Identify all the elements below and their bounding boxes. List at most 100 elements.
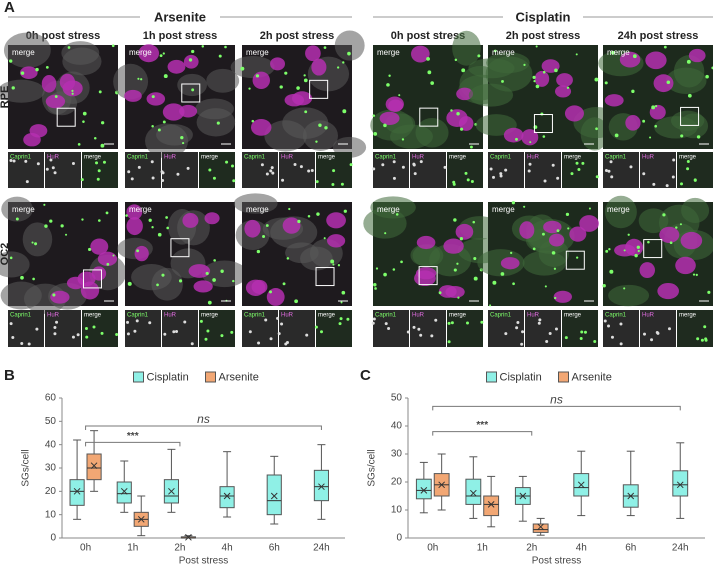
nucleus bbox=[680, 231, 703, 250]
box bbox=[415, 478, 432, 500]
inset-granule bbox=[595, 175, 599, 179]
nucleus bbox=[416, 235, 436, 250]
granule bbox=[400, 260, 403, 264]
granule bbox=[523, 205, 526, 208]
inset-granule bbox=[671, 175, 675, 179]
granule bbox=[106, 262, 110, 266]
granule bbox=[67, 46, 71, 49]
inset-granule bbox=[230, 330, 234, 334]
y-tick-label: 60 bbox=[45, 393, 57, 404]
channel-label: merge bbox=[679, 155, 697, 161]
granule bbox=[623, 287, 626, 290]
granule bbox=[692, 273, 696, 276]
granule bbox=[632, 54, 637, 59]
nucleus bbox=[534, 70, 550, 87]
granule bbox=[510, 251, 513, 255]
granule bbox=[316, 212, 320, 216]
legend-label: Cisplatin bbox=[147, 371, 189, 383]
granule bbox=[565, 212, 570, 216]
column-header: 2h post stress bbox=[260, 30, 335, 42]
granule bbox=[182, 141, 185, 145]
granule bbox=[213, 259, 216, 262]
legend-label: Arsenite bbox=[572, 371, 612, 383]
granule bbox=[11, 86, 15, 90]
granule bbox=[248, 87, 251, 90]
granule bbox=[284, 71, 288, 75]
inset-granule bbox=[406, 330, 410, 334]
cell bbox=[230, 56, 275, 79]
granule bbox=[654, 124, 658, 128]
nucleus bbox=[167, 59, 186, 74]
legend-label: Cisplatin bbox=[500, 371, 542, 383]
granule bbox=[52, 293, 56, 297]
inset-granule bbox=[570, 172, 574, 176]
inset-granule bbox=[551, 163, 555, 167]
column-header: 0h post stress bbox=[391, 30, 466, 42]
inset bbox=[677, 152, 713, 188]
inset-granule bbox=[85, 335, 89, 339]
inset-granule bbox=[27, 342, 31, 346]
inset-granule bbox=[528, 162, 532, 166]
box bbox=[86, 453, 102, 481]
inset-granule bbox=[470, 180, 474, 184]
granule bbox=[523, 63, 526, 67]
granule bbox=[388, 74, 391, 77]
cell bbox=[195, 98, 234, 120]
inset-granule bbox=[100, 331, 104, 335]
nucleus bbox=[188, 264, 211, 278]
nucleus bbox=[266, 288, 285, 306]
inset-granule bbox=[580, 330, 584, 334]
channel-label: Caprin1 bbox=[10, 155, 32, 161]
granule bbox=[542, 135, 546, 138]
granule bbox=[163, 74, 168, 79]
inset-granule bbox=[652, 182, 656, 186]
nucleus bbox=[675, 256, 696, 275]
granule bbox=[269, 290, 272, 294]
granule bbox=[71, 92, 74, 95]
channel-label: merge bbox=[84, 313, 102, 319]
cell bbox=[300, 246, 333, 271]
channel-label: merge bbox=[564, 155, 582, 161]
nucleus bbox=[251, 279, 268, 294]
bracket bbox=[85, 441, 181, 447]
image-label: merge bbox=[12, 205, 35, 214]
bracket bbox=[432, 431, 533, 436]
inset bbox=[603, 310, 639, 347]
granule bbox=[337, 264, 341, 267]
granule bbox=[9, 256, 13, 260]
inset-granule bbox=[603, 319, 607, 323]
group-title: Cisplatin bbox=[516, 9, 571, 24]
inset-granule bbox=[269, 337, 273, 341]
inset-granule bbox=[610, 175, 614, 179]
granule bbox=[279, 85, 283, 89]
granule bbox=[224, 45, 227, 49]
x-tick-label: 1h bbox=[477, 543, 488, 554]
granule bbox=[34, 242, 38, 246]
granule bbox=[82, 120, 85, 123]
mean-marker bbox=[120, 487, 128, 495]
mean-marker bbox=[73, 487, 81, 495]
inset-granule bbox=[320, 330, 324, 334]
inset bbox=[199, 152, 235, 188]
inset-granule bbox=[419, 160, 423, 164]
column-header: 24h post stress bbox=[618, 30, 699, 42]
granule bbox=[453, 268, 457, 272]
inset-granule bbox=[127, 170, 131, 174]
granule bbox=[373, 283, 377, 287]
inset-granule bbox=[299, 165, 303, 169]
granule bbox=[262, 234, 266, 239]
granule bbox=[535, 45, 538, 48]
inset bbox=[162, 152, 198, 188]
nucleus bbox=[124, 89, 142, 102]
inset-granule bbox=[543, 179, 547, 183]
granule bbox=[472, 220, 476, 224]
roi-box bbox=[643, 239, 663, 259]
inset-granule bbox=[161, 171, 165, 175]
inset-granule bbox=[315, 180, 319, 184]
box bbox=[266, 474, 282, 516]
granule bbox=[82, 111, 87, 116]
cell bbox=[334, 30, 365, 61]
inset-granule bbox=[372, 167, 376, 171]
channel-label: Caprin1 bbox=[605, 155, 627, 161]
